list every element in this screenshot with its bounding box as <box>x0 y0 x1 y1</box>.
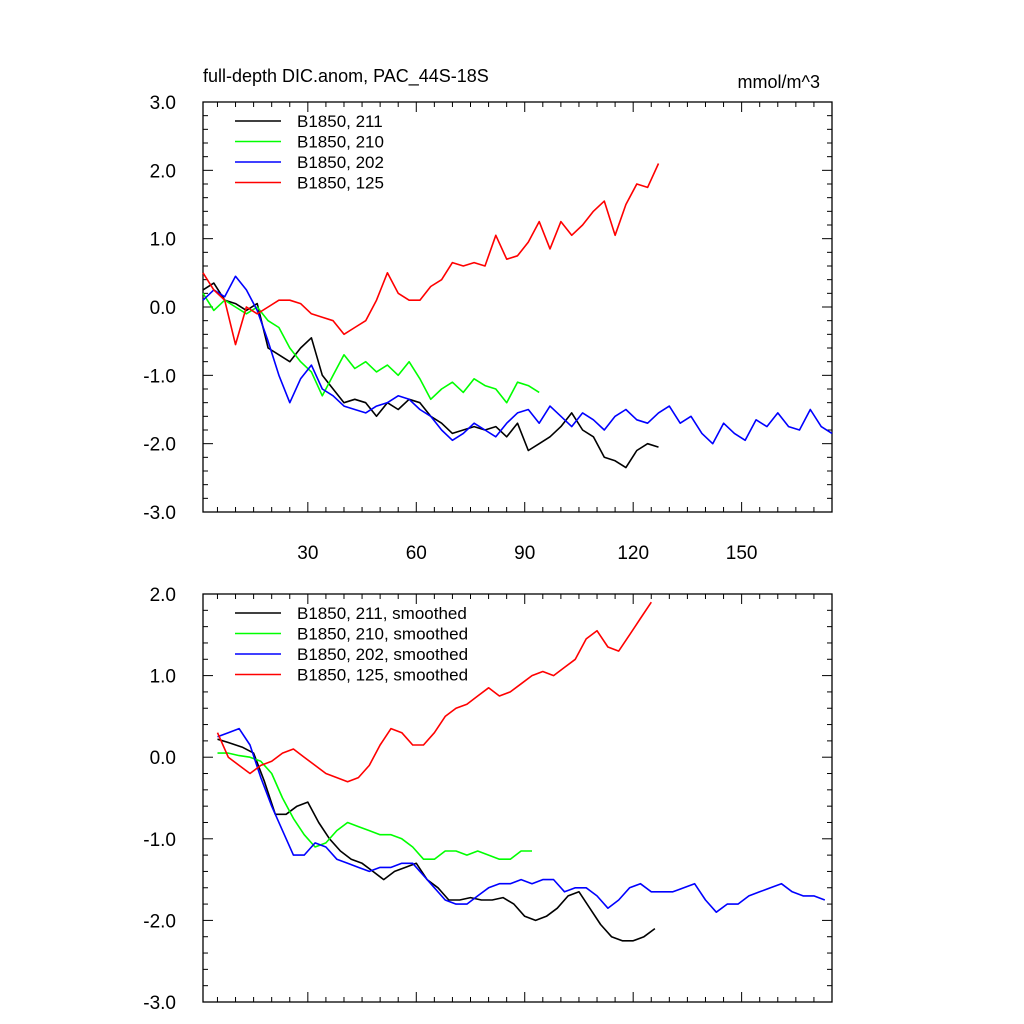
series-line <box>217 738 656 942</box>
legend-label: B1850, 202, smoothed <box>297 645 468 664</box>
x-tick-label: 30 <box>297 543 318 564</box>
y-tick-label: 2.0 <box>150 161 176 182</box>
y-tick-label: -2.0 <box>143 435 176 456</box>
y-tick-label: 0.0 <box>150 748 176 769</box>
plot-frame <box>202 593 833 1003</box>
x-tick-label: 150 <box>726 543 758 564</box>
y-tick-label: 3.0 <box>150 93 176 114</box>
legend-label: B1850, 202 <box>297 153 384 172</box>
series-line <box>202 163 660 346</box>
y-tick-label: 1.0 <box>150 667 176 688</box>
legend-label: B1850, 211, smoothed <box>297 604 467 623</box>
legend-label: B1850, 125 <box>297 174 384 193</box>
x-tick-label: 120 <box>617 543 649 564</box>
x-tick-label: 90 <box>514 543 535 564</box>
y-tick-label: 0.0 <box>150 298 176 319</box>
y-tick-label: -2.0 <box>143 911 176 932</box>
series-line <box>217 727 826 914</box>
top-panel: full-depth DIC.anom, PAC_44S-18S mmol/m^… <box>143 66 833 564</box>
bottom-panel: -3.0 -2.0 -1.0 0.0 1.0 2.0 B1850, 211, smoothe… <box>143 585 833 1014</box>
y-tick-label: 2.0 <box>150 585 176 606</box>
y-tick-label: -1.0 <box>143 366 176 387</box>
y-tick-label: -3.0 <box>143 503 176 524</box>
series-line <box>217 752 532 861</box>
x-tick-label: 60 <box>406 543 427 564</box>
y-tick-label: -1.0 <box>143 830 176 851</box>
legend-label: B1850, 210, smoothed <box>297 625 468 644</box>
units-label: mmol/m^3 <box>738 72 820 92</box>
series-line <box>202 282 659 469</box>
legend-label: B1850, 211 <box>297 112 383 131</box>
chart-title: full-depth DIC.anom, PAC_44S-18S <box>203 66 489 87</box>
series-line <box>202 275 833 445</box>
series-line <box>216 601 652 783</box>
legend-label: B1850, 125, smoothed <box>297 666 468 685</box>
y-tick-label: 1.0 <box>150 230 176 251</box>
y-tick-label: -3.0 <box>143 993 176 1014</box>
series-line <box>202 292 540 404</box>
legend-label: B1850, 210 <box>297 133 384 152</box>
